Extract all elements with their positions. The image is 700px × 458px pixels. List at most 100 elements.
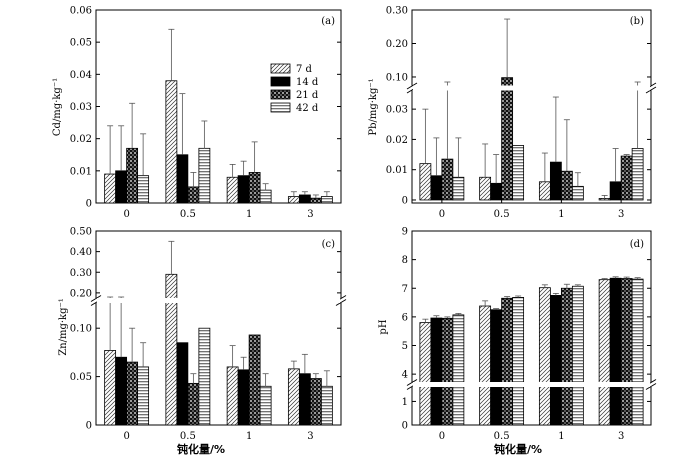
panel-b-bar-7d: [479, 176, 492, 201]
panel-b-bar-21d: [501, 77, 514, 201]
panel-b-bar-7d: [598, 198, 611, 201]
panel-b-bar-21d: [620, 155, 633, 201]
panel-d-bar-7d: [479, 305, 492, 426]
panel-b-bar-7d: [419, 163, 432, 201]
panel-d-bar-14d: [549, 295, 562, 426]
panel-c-bar-21d: [309, 378, 322, 426]
legend: 7 d 14 d 21 d 42 d: [270, 63, 319, 114]
panel-c-bar-7d: [226, 366, 239, 426]
panel-d-xtick-label: 1: [558, 431, 564, 442]
panel-c-axis-break-band: [97, 298, 340, 303]
panel-c-bar-14d: [298, 373, 311, 426]
panel-a-cd: Cd/mg·kg⁻¹ (a) 0 0.01 0.02 0.03 0.04 0.05 0.06…: [52, 6, 342, 220]
panel-d-ytick-label: 5: [402, 341, 408, 352]
panel-d-frame: [411, 230, 652, 426]
panel-b-bar-7d: [538, 181, 551, 201]
panel-b-bar-42d: [631, 148, 644, 201]
panel-b-xtick-label: 3: [618, 209, 624, 220]
panel-b-xtick-label: 1: [558, 209, 564, 220]
panel-a-bar-21d: [126, 147, 139, 204]
panel-a-bar-14d: [237, 175, 250, 204]
panel-b-label: (b): [630, 16, 644, 27]
panel-a-ytick-label: 0.04: [70, 70, 92, 81]
panel-a-ytick-label: 0: [86, 199, 92, 210]
legend-swatch-7d: [270, 63, 291, 74]
panel-b-axis-break-band: [413, 85, 650, 91]
panel-b-bar-14d: [549, 161, 562, 201]
panel-b-ytick-label: 0.02: [386, 135, 408, 146]
panel-c-ytick-label: 0.30: [70, 268, 92, 279]
panel-a-bar-7d: [165, 80, 178, 204]
panel-a-ylabel: Cd/mg·kg⁻¹: [52, 78, 63, 136]
panel-d-ylabel: pH: [378, 319, 389, 334]
panel-a-xtick-label: 3: [307, 209, 313, 220]
legend-swatch-42d: [270, 102, 291, 113]
panel-b-ytick-label: 0.10: [386, 72, 408, 83]
panel-b-break-mark: [645, 86, 657, 94]
panel-d-ytick-label: 0: [402, 421, 408, 432]
panel-a-xtick-label: 0: [123, 209, 129, 220]
panel-a-bar-42d: [259, 189, 272, 204]
panel-d-bar-7d: [419, 322, 432, 426]
panel-b-pb: Pb/mg·kg⁻¹ (b) 0 0.01 0.02 0.03 0.10 0.20 0.30…: [368, 6, 657, 220]
panel-c-xtick-label: 0.5: [180, 431, 196, 442]
panel-c-xtick-label: 3: [307, 431, 313, 442]
panel-a-ytick-label: 0.03: [70, 102, 92, 113]
panel-d-xtick-label: 0.5: [494, 431, 510, 442]
panel-c-bar-42d: [137, 366, 150, 426]
legend-label-14d: 14 d: [296, 77, 319, 88]
panel-a-bar-42d: [320, 196, 333, 204]
panel-d-ytick-label: 9: [402, 227, 408, 238]
panel-a-bar-42d: [137, 175, 150, 204]
panel-a-bar-21d: [248, 172, 261, 204]
panel-c-zn: Zn/mg·kg⁻¹ (c) 00.050.100.200.300.400.50…: [58, 227, 347, 442]
panel-d-ytick-label: 7: [402, 284, 408, 295]
panel-d-bar-14d: [430, 317, 443, 426]
panel-d-bar-42d: [452, 314, 465, 426]
panel-a-bar-42d: [198, 147, 211, 204]
panel-c-label: (c): [322, 239, 336, 250]
panel-a-bar-21d: [309, 197, 322, 204]
panel-d-bar-42d: [631, 278, 644, 426]
panel-d-bar-42d: [571, 285, 584, 426]
panel-d-ytick-label: 4: [402, 370, 408, 381]
panel-b-ytick-label: 0.01: [386, 165, 408, 176]
panel-c-xtick-label: 1: [246, 431, 252, 442]
panel-b-bar-14d: [609, 181, 622, 201]
panel-a-bar-14d: [176, 154, 189, 204]
panel-c-bar-14d: [176, 342, 189, 426]
panel-c-ytick-label: 0: [86, 421, 92, 432]
panel-c-break-mark: [335, 299, 347, 306]
panel-d-xtick-label: 0: [439, 431, 445, 442]
panel-d-bar-21d: [441, 317, 454, 426]
panel-c-bar-7d: [287, 368, 300, 426]
panel-d-ytick-label: 8: [402, 255, 408, 266]
panel-d-bar-21d: [620, 278, 633, 426]
panel-b-bar-21d: [441, 158, 454, 201]
panel-b-ylabel: Pb/mg·kg⁻¹: [368, 78, 379, 135]
panel-d-bar-21d: [501, 297, 514, 426]
panel-d-axis-break-band: [413, 382, 650, 387]
panel-b-ytick-label: 0.30: [386, 6, 408, 17]
panel-c-ytick-label: 0.20: [70, 288, 92, 299]
panel-c-bar-21d: [187, 382, 200, 426]
panel-a-bar-14d: [298, 194, 311, 204]
panel-d-ph: pH (d) 0 1 4 5 6 7 8 9 0 0.5 1 3: [378, 227, 657, 442]
panel-c-break-mark: [90, 295, 102, 302]
panel-b-xtick-label: 0.5: [494, 209, 510, 220]
panel-a-bar-7d: [104, 173, 117, 204]
panel-a-bar-7d: [226, 176, 239, 204]
panel-d-label: (d): [630, 239, 644, 250]
panel-a-ytick-label: 0.06: [70, 6, 92, 17]
legend-swatch-14d: [270, 76, 291, 87]
panel-b-xtick-label: 0: [439, 209, 445, 220]
panel-c-bar-42d: [259, 385, 272, 426]
panel-c-ytick-label: 0.40: [70, 247, 92, 258]
legend-swatch-21d: [270, 89, 291, 100]
panel-b-ytick-label: 0: [402, 195, 408, 206]
panel-a-bar-14d: [115, 170, 128, 204]
panel-b-bar-21d: [560, 170, 573, 201]
panel-d-ytick-label: 1: [402, 397, 408, 408]
panel-b-bar-14d: [490, 182, 503, 201]
panel-a-ytick-label: 0.05: [70, 38, 92, 49]
